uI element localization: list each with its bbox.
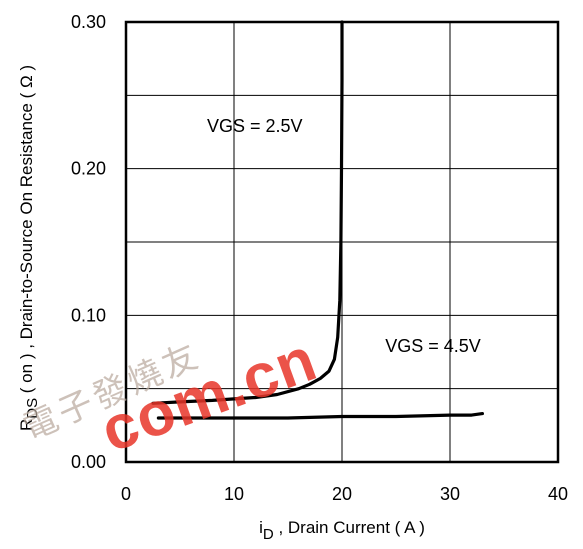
x-tick-labels: 0 10 20 30 40: [121, 484, 568, 504]
y-axis-label-rest: ( on ) , Drain-to-Source On Resistance (…: [17, 65, 36, 398]
y-axis-label-main: R: [17, 419, 36, 431]
series-group: [151, 20, 484, 420]
y-tick-label: 0.30: [71, 12, 106, 32]
y-tick-label: 0.10: [71, 305, 106, 325]
x-axis-label-rest: , Drain Current ( A ): [274, 518, 425, 537]
series-annotation: VGS = 2.5V: [207, 116, 303, 136]
series-line-1: [151, 20, 344, 405]
y-tick-label: 0.20: [71, 159, 106, 179]
y-tick-label: 0.00: [71, 452, 106, 472]
series-annotation: VGS = 4.5V: [385, 336, 481, 356]
x-tick-label: 40: [548, 484, 568, 504]
x-axis-label: iD , Drain Current ( A ): [259, 518, 425, 543]
x-tick-label: 20: [332, 484, 352, 504]
series-line-2: [156, 412, 484, 420]
annotations: VGS = 2.5V VGS = 4.5V: [207, 116, 481, 356]
x-tick-label: 10: [224, 484, 244, 504]
x-axis-label-main: i: [259, 518, 263, 537]
x-axis-label-sub: D: [263, 526, 274, 543]
y-axis-label: RDS ( on ) , Drain-to-Source On Resistan…: [17, 65, 41, 431]
y-axis-label-sub: DS: [24, 398, 41, 419]
x-tick-label: 30: [440, 484, 460, 504]
x-tick-label: 0: [121, 484, 131, 504]
y-tick-labels: 0.00 0.10 0.20 0.30: [71, 12, 106, 472]
